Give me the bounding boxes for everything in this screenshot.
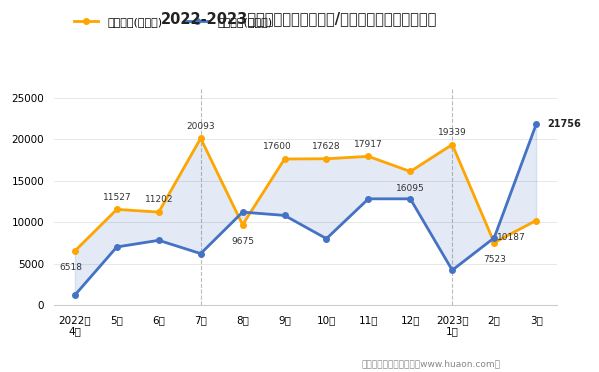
出口总额(万美元): [281, 157, 288, 161]
进口总额(万美元): [533, 122, 540, 127]
出口总额(万美元): [155, 210, 162, 214]
进口总额(万美元): [491, 235, 498, 240]
出口总额(万美元): [491, 240, 498, 245]
进口总额(万美元): [281, 213, 288, 218]
Text: 7523: 7523: [483, 255, 506, 264]
Text: 19339: 19339: [438, 128, 467, 137]
进口总额(万美元): [407, 196, 414, 201]
Text: 21756: 21756: [547, 119, 581, 129]
Text: 6518: 6518: [59, 263, 82, 272]
Text: 制图：华经产业研究院（www.huaon.com）: 制图：华经产业研究院（www.huaon.com）: [362, 359, 501, 368]
Text: 20093: 20093: [186, 122, 215, 131]
进口总额(万美元): [449, 268, 456, 272]
Line: 进口总额(万美元): 进口总额(万美元): [72, 122, 539, 298]
Text: 11527: 11527: [102, 193, 131, 202]
Text: 2022-2023年宝鸡市（境内目的地/货源地）进、出口额统计: 2022-2023年宝鸡市（境内目的地/货源地）进、出口额统计: [161, 11, 438, 26]
出口总额(万美元): [71, 249, 78, 253]
出口总额(万美元): [365, 154, 372, 158]
Text: 9675: 9675: [231, 237, 254, 246]
出口总额(万美元): [239, 222, 246, 227]
进口总额(万美元): [365, 196, 372, 201]
Line: 出口总额(万美元): 出口总额(万美元): [72, 135, 539, 254]
出口总额(万美元): [323, 157, 330, 161]
Text: 10187: 10187: [497, 233, 525, 242]
Text: 16095: 16095: [396, 184, 425, 193]
Text: 17628: 17628: [312, 142, 341, 151]
出口总额(万美元): [407, 169, 414, 174]
Text: 17917: 17917: [354, 140, 383, 149]
进口总额(万美元): [71, 293, 78, 297]
进口总额(万美元): [323, 237, 330, 241]
进口总额(万美元): [239, 210, 246, 214]
Legend: 出口总额(万美元), 进口总额(万美元): 出口总额(万美元), 进口总额(万美元): [69, 13, 277, 32]
进口总额(万美元): [197, 251, 204, 256]
进口总额(万美元): [113, 245, 120, 249]
出口总额(万美元): [113, 207, 120, 212]
Text: 11202: 11202: [144, 195, 173, 204]
进口总额(万美元): [155, 238, 162, 243]
Text: 17600: 17600: [263, 142, 292, 151]
出口总额(万美元): [449, 142, 456, 147]
出口总额(万美元): [533, 218, 540, 223]
出口总额(万美元): [197, 136, 204, 141]
